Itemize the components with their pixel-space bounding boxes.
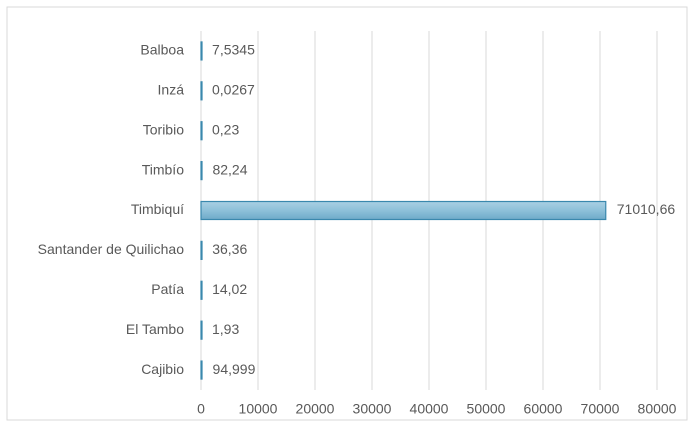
x-tick-label: 20000 — [296, 401, 335, 417]
data-label: 0,23 — [212, 121, 239, 137]
data-label: 82,24 — [212, 161, 247, 177]
x-tick-label: 0 — [197, 401, 205, 417]
data-label: 7,5345 — [212, 42, 255, 58]
data-label: 36,36 — [212, 241, 247, 257]
y-tick-label: Patía — [151, 281, 184, 297]
x-tick-label: 40000 — [410, 401, 449, 417]
data-label: 94,999 — [213, 361, 256, 377]
y-tick-label: Balboa — [140, 42, 184, 58]
data-label: 0,0267 — [212, 82, 255, 98]
x-tick-label: 50000 — [467, 401, 506, 417]
y-tick-label: Timbío — [142, 161, 184, 177]
data-label: 14,02 — [212, 281, 247, 297]
y-tick-label: Timbiquí — [131, 201, 184, 217]
bar — [200, 121, 203, 141]
y-tick-label: Toribio — [143, 121, 184, 137]
x-tick-label: 10000 — [239, 401, 278, 417]
x-tick-label: 70000 — [581, 401, 620, 417]
chart-frame — [6, 6, 688, 421]
bar — [200, 320, 203, 340]
x-tick-label: 80000 — [638, 401, 677, 417]
y-tick-label: El Tambo — [126, 321, 184, 337]
y-tick-label: Santander de Quilichao — [38, 241, 185, 257]
bar — [200, 280, 203, 300]
x-tick-label: 60000 — [524, 401, 563, 417]
bar — [200, 81, 203, 101]
bar — [200, 360, 203, 380]
bar — [200, 161, 203, 181]
data-label: 1,93 — [212, 321, 239, 337]
x-tick-label: 30000 — [353, 401, 392, 417]
bar — [200, 200, 607, 221]
data-label: 71010,66 — [617, 201, 676, 217]
y-tick-label: Cajibio — [141, 361, 184, 377]
y-tick-label: Inzá — [158, 82, 185, 98]
bar — [200, 240, 203, 260]
bar — [200, 41, 203, 61]
